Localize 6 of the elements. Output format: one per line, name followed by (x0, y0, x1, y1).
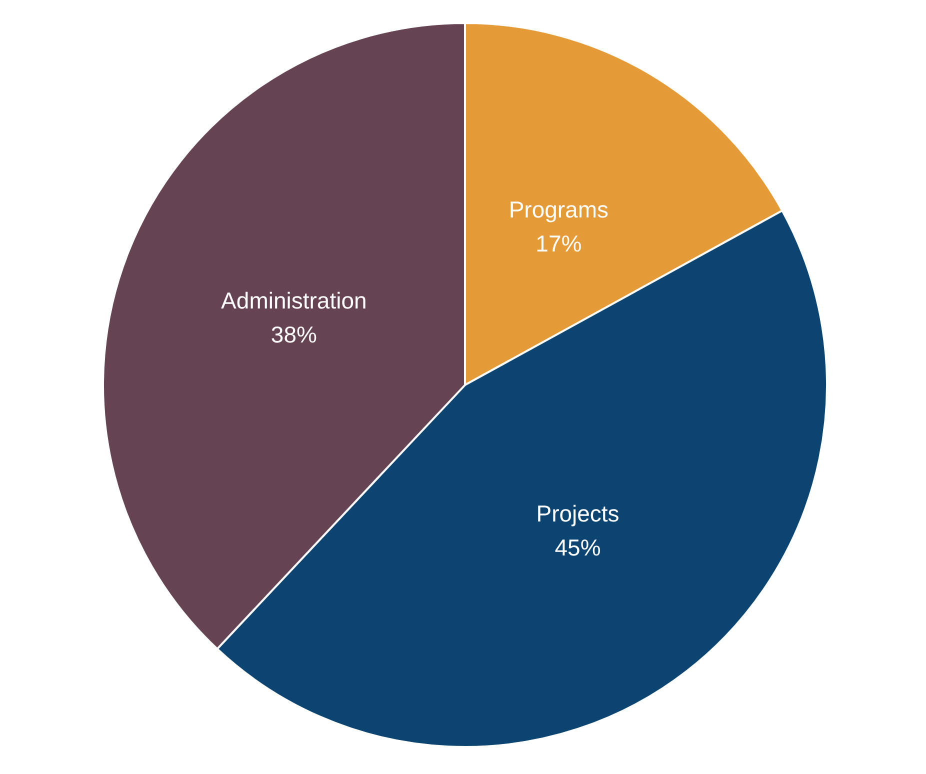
data-label: 17% (536, 230, 582, 257)
data-label: 38% (270, 321, 317, 348)
slice-label: Projects (536, 500, 620, 526)
slice-label: Administration (221, 287, 367, 314)
slice-label: Programs (508, 196, 609, 223)
data-label: 45% (554, 534, 601, 560)
